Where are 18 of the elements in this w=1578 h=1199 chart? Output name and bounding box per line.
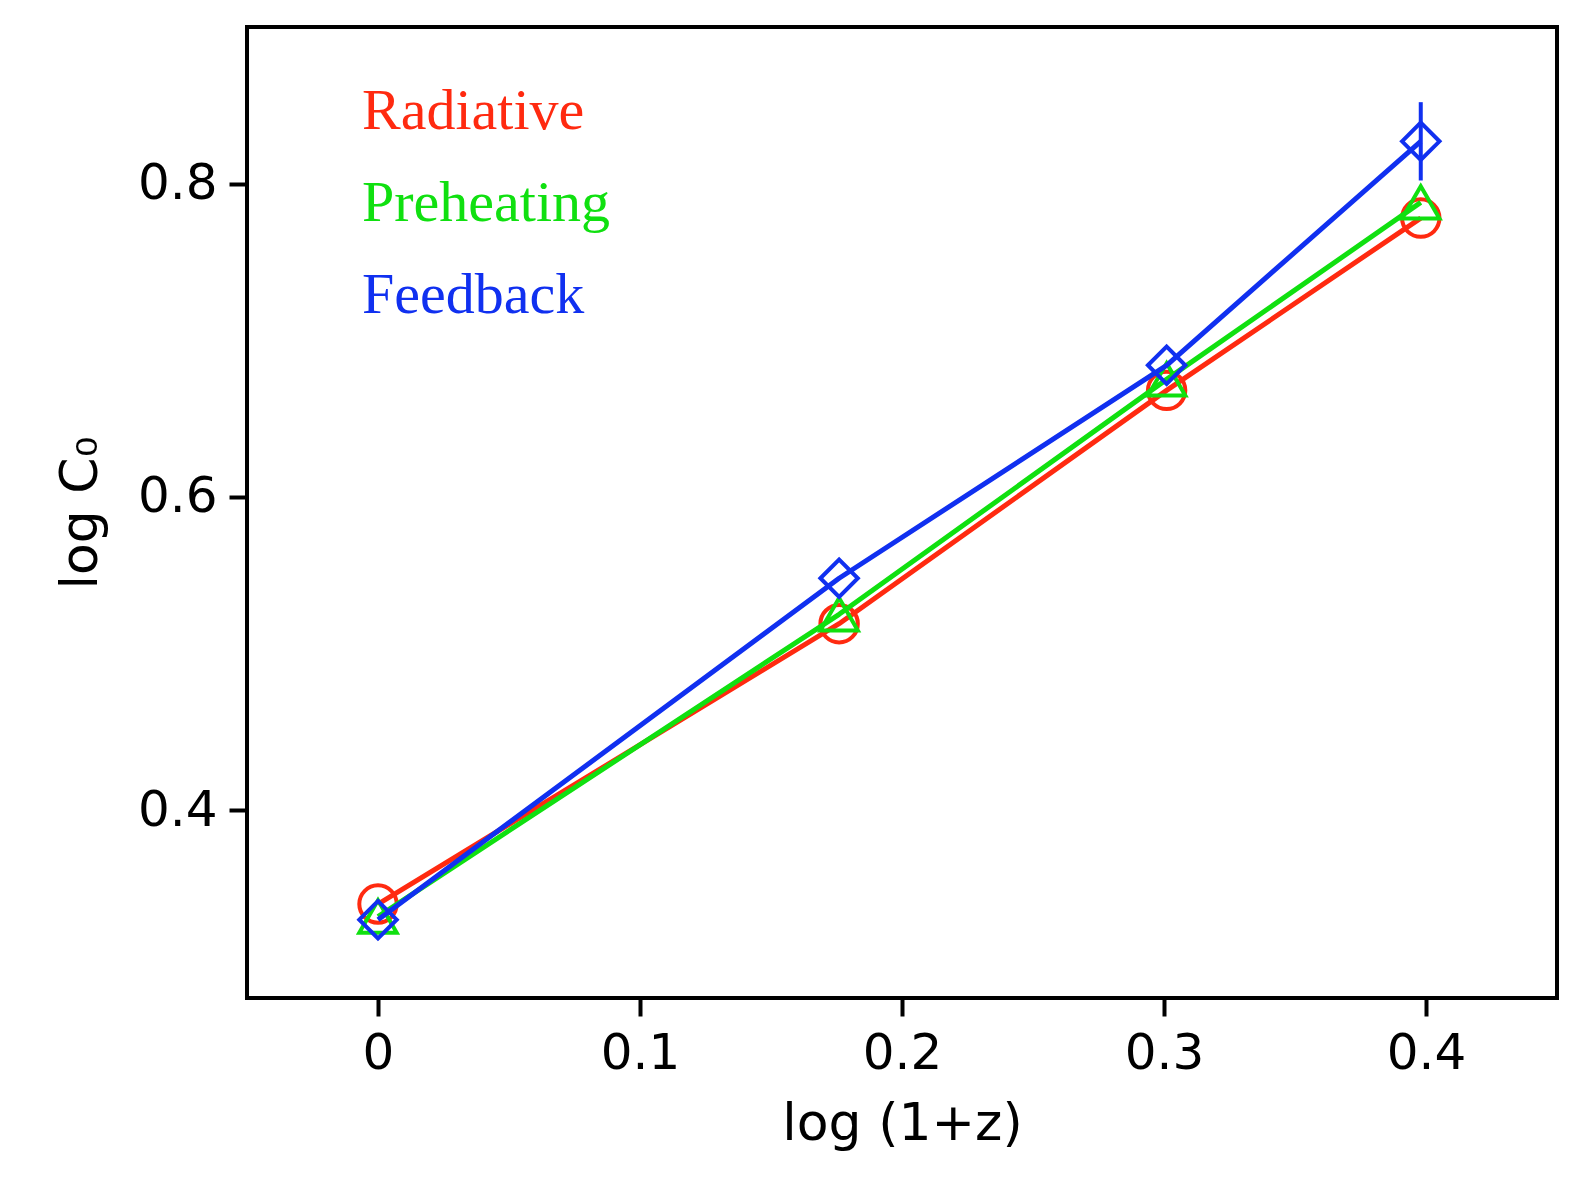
x-axis-title: log (1+z) — [782, 1091, 1023, 1152]
x-tick-label: 0.4 — [1386, 1022, 1467, 1081]
point — [818, 557, 860, 599]
point — [818, 596, 860, 633]
text: Preheating — [362, 169, 611, 234]
x-tick-label: 0.2 — [862, 1022, 943, 1081]
y-tick-label: 0.8 — [137, 153, 218, 212]
text: Feedback — [362, 261, 585, 326]
point — [1400, 120, 1442, 163]
x-tick-label: 0.1 — [600, 1022, 681, 1081]
y-axis-title: log C₀ — [48, 436, 109, 590]
x-tick-label: 0.3 — [1124, 1022, 1205, 1081]
y-tick-label: 0.6 — [137, 466, 218, 525]
x-tick-label: 0 — [362, 1022, 395, 1081]
y-tick-label: 0.4 — [137, 779, 218, 838]
text: Radiative — [362, 77, 585, 142]
point — [1145, 344, 1188, 386]
point — [1400, 184, 1442, 221]
